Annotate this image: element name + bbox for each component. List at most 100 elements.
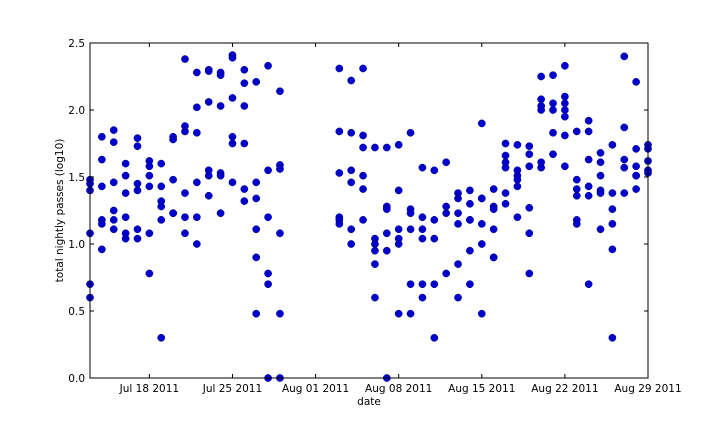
- data-point: [371, 246, 379, 255]
- data-point: [394, 309, 403, 318]
- data-point: [276, 165, 284, 173]
- data-point: [430, 333, 439, 342]
- data-point: [442, 202, 451, 211]
- data-point: [204, 191, 213, 200]
- data-point: [501, 139, 510, 148]
- data-point: [216, 171, 225, 180]
- data-point: [240, 102, 249, 110]
- data-point: [382, 246, 391, 255]
- data-point: [608, 205, 617, 214]
- data-point: [98, 245, 106, 254]
- data-point: [133, 142, 142, 151]
- x-tick-label: Aug 15 2011: [448, 383, 515, 395]
- data-point: [466, 280, 474, 289]
- data-point: [228, 139, 237, 148]
- data-point: [620, 123, 629, 132]
- data-point: [193, 68, 201, 77]
- data-point: [133, 179, 142, 188]
- data-point: [276, 87, 284, 96]
- data-point: [572, 191, 581, 200]
- data-point: [264, 213, 272, 222]
- y-tick-label: 1.5: [68, 172, 85, 184]
- data-point: [596, 149, 605, 157]
- data-point: [549, 99, 557, 108]
- data-point: [216, 71, 225, 80]
- data-point: [489, 225, 498, 234]
- data-point: [109, 126, 118, 134]
- data-point: [109, 225, 118, 234]
- data-point: [264, 61, 272, 70]
- data-point: [561, 112, 569, 121]
- data-point: [204, 67, 213, 75]
- x-tick-label: Aug 08 2011: [365, 383, 432, 395]
- data-point: [109, 216, 118, 224]
- data-point: [549, 106, 557, 114]
- data-point: [442, 209, 451, 218]
- data-point: [157, 216, 166, 224]
- data-point: [561, 61, 569, 70]
- data-point: [240, 79, 249, 88]
- data-point: [525, 203, 534, 212]
- data-point: [608, 333, 617, 342]
- data-point: [442, 158, 451, 167]
- data-point: [466, 246, 474, 255]
- data-point: [549, 71, 557, 80]
- data-point: [109, 206, 118, 215]
- data-point: [240, 139, 249, 148]
- data-point: [109, 138, 118, 147]
- data-point: [632, 185, 640, 193]
- data-point: [347, 128, 356, 137]
- data-point: [632, 78, 640, 86]
- data-point: [477, 220, 486, 228]
- data-point: [98, 182, 106, 191]
- data-point: [347, 166, 356, 175]
- data-point: [430, 280, 439, 289]
- data-point: [145, 229, 154, 238]
- data-point: [561, 131, 569, 140]
- data-point: [359, 143, 367, 152]
- data-point: [620, 163, 629, 172]
- plot-frame: [89, 42, 649, 379]
- data-point: [240, 197, 249, 205]
- data-point: [359, 64, 367, 73]
- data-point: [252, 78, 261, 86]
- data-point: [157, 182, 166, 191]
- data-point: [252, 225, 261, 234]
- data-point: [193, 178, 201, 187]
- data-point: [181, 229, 189, 238]
- data-point: [572, 185, 581, 193]
- data-point: [371, 240, 379, 248]
- data-point: [382, 229, 391, 238]
- data-point: [406, 128, 415, 137]
- data-point: [537, 95, 546, 104]
- x-axis-label: date: [357, 396, 381, 408]
- data-point: [525, 269, 534, 278]
- data-point: [608, 220, 617, 228]
- data-point: [394, 240, 403, 248]
- data-point: [204, 98, 213, 106]
- data-point: [501, 199, 510, 208]
- data-point: [347, 225, 356, 234]
- data-point: [193, 213, 201, 222]
- data-point: [335, 127, 344, 136]
- data-point: [454, 209, 462, 218]
- data-point: [549, 150, 557, 159]
- data-point: [359, 131, 367, 140]
- data-point: [133, 186, 142, 195]
- data-point: [454, 194, 462, 203]
- data-point: [359, 171, 367, 180]
- data-point: [181, 127, 189, 136]
- data-point: [525, 150, 534, 159]
- data-point: [371, 260, 379, 268]
- data-point: [240, 185, 249, 193]
- data-point: [264, 166, 272, 175]
- data-point: [145, 269, 154, 278]
- data-point: [394, 225, 403, 234]
- data-point: [596, 189, 605, 197]
- data-point: [240, 65, 249, 74]
- x-tick-label: Aug 01 2011: [282, 383, 349, 395]
- data-point: [418, 293, 427, 302]
- data-point: [394, 186, 403, 195]
- data-point: [121, 213, 130, 222]
